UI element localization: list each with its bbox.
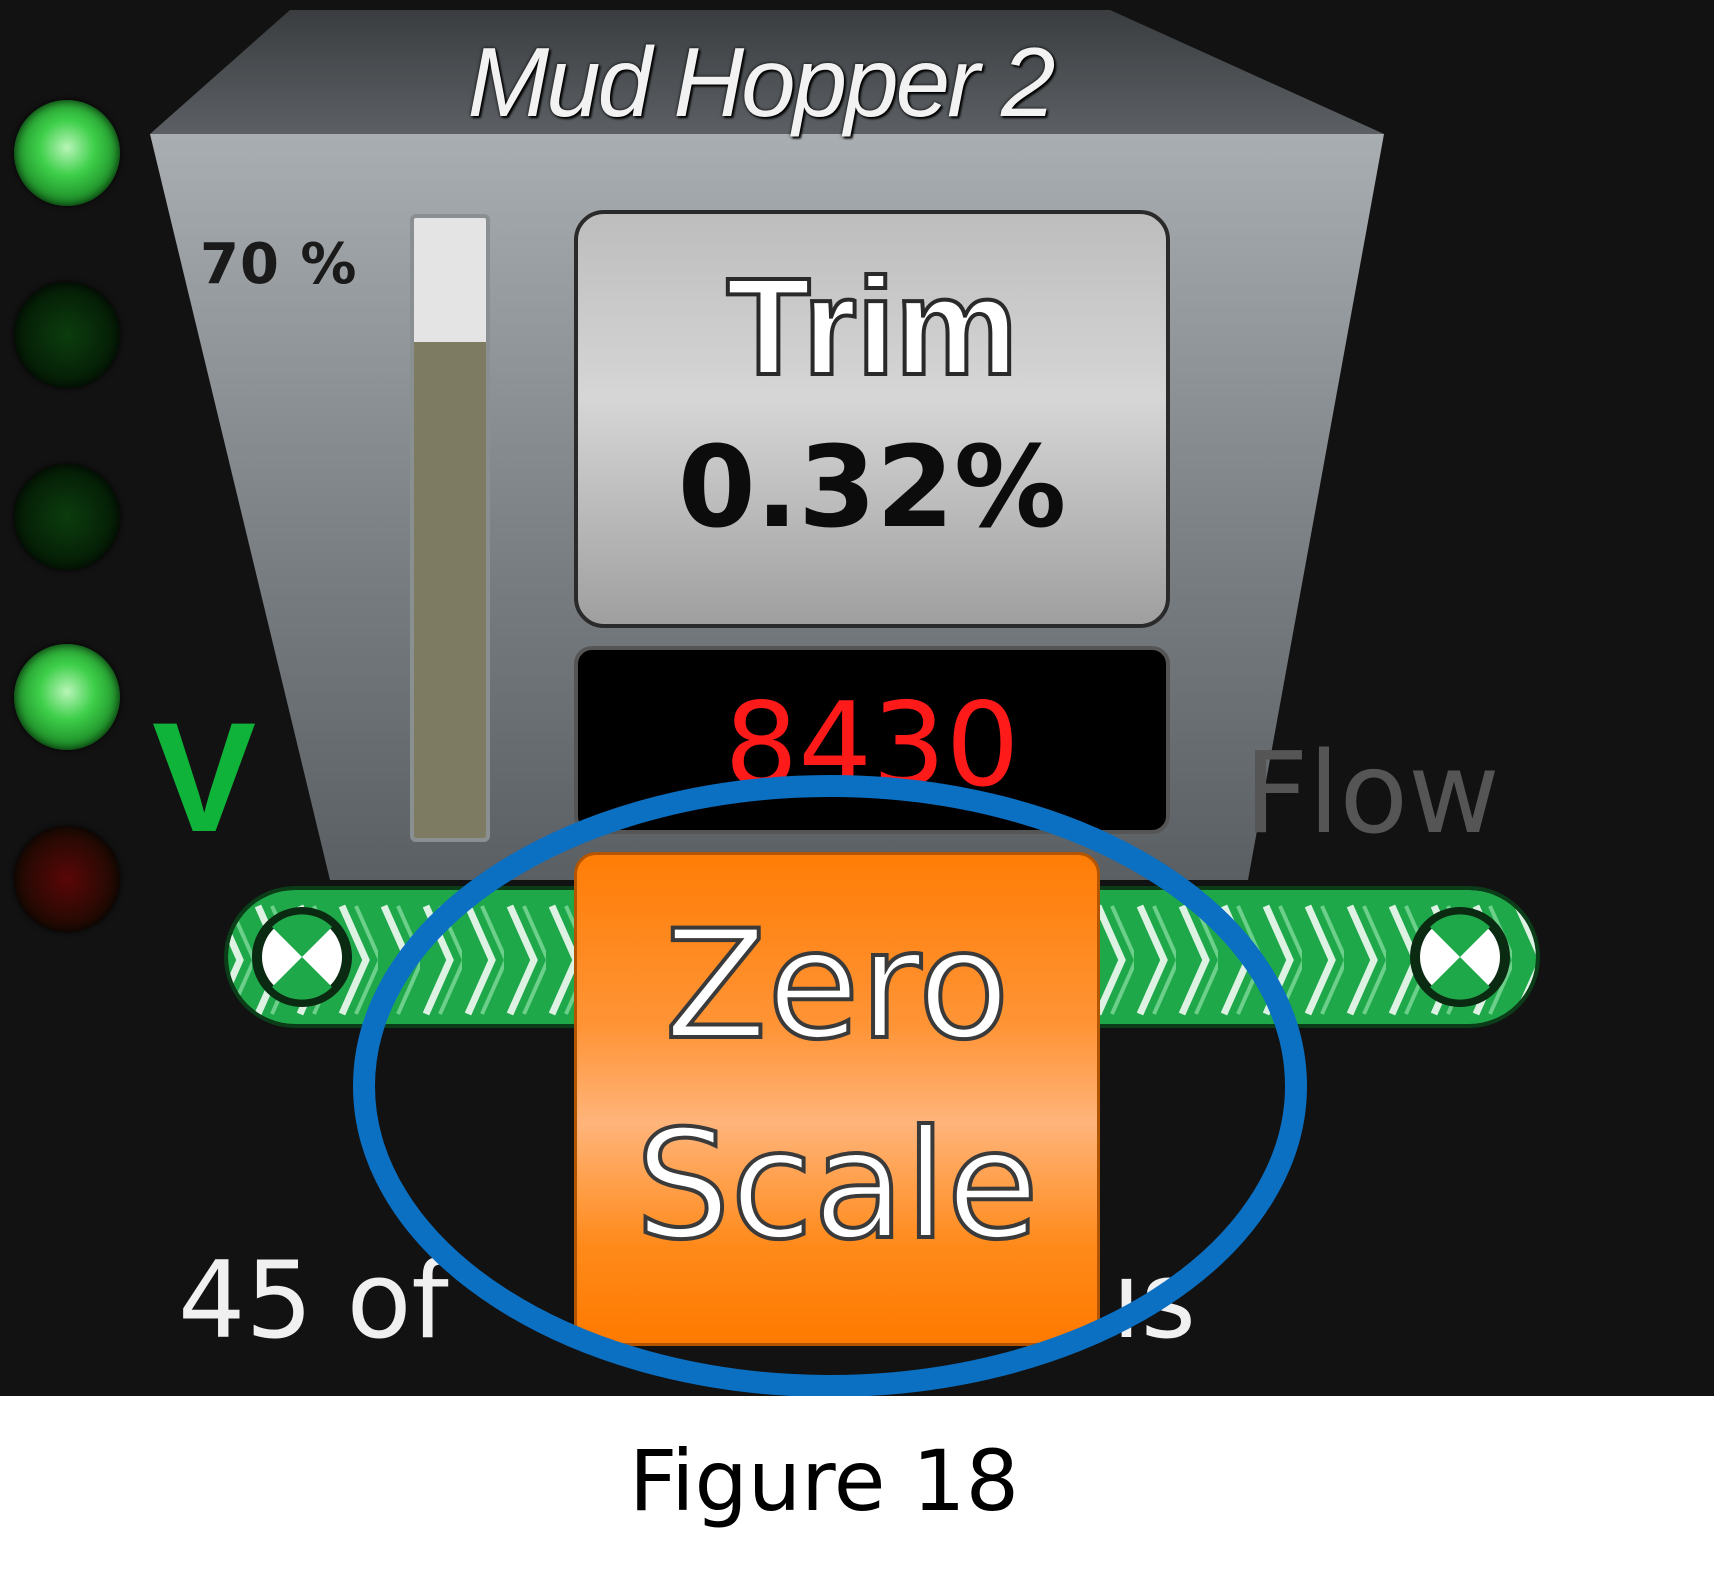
bottom-text-left: 45 of <box>178 1239 449 1362</box>
trim-label: Trim <box>724 250 1019 404</box>
status-light-4 <box>14 644 120 750</box>
status-light-5 <box>14 826 120 932</box>
status-light-1 <box>14 100 120 206</box>
zero-scale-label-line1: Zero <box>662 899 1011 1073</box>
level-percent-label: 70 % <box>200 232 358 297</box>
zero-scale-button[interactable]: Zero Scale <box>574 852 1100 1346</box>
zero-scale-label-line2: Scale <box>633 1099 1041 1273</box>
valve-indicator: V <box>152 691 257 865</box>
figure-caption: Figure 18 <box>628 1432 1020 1530</box>
conveyor-roller-left-icon <box>252 907 352 1007</box>
conveyor-roller-right-icon <box>1410 907 1510 1007</box>
level-bar-fill <box>414 342 486 838</box>
trim-button[interactable]: Trim 0.32% <box>574 210 1170 628</box>
trim-value: 0.32% <box>677 423 1067 553</box>
status-light-3 <box>14 464 120 570</box>
status-light-2 <box>14 282 120 388</box>
level-bar <box>410 214 490 842</box>
hopper-title: Mud Hopper 2 <box>467 27 1055 137</box>
hmi-panel: Mud Hopper 2 70 % Trim 0.32% 8430 Flow V <box>0 0 1714 1396</box>
